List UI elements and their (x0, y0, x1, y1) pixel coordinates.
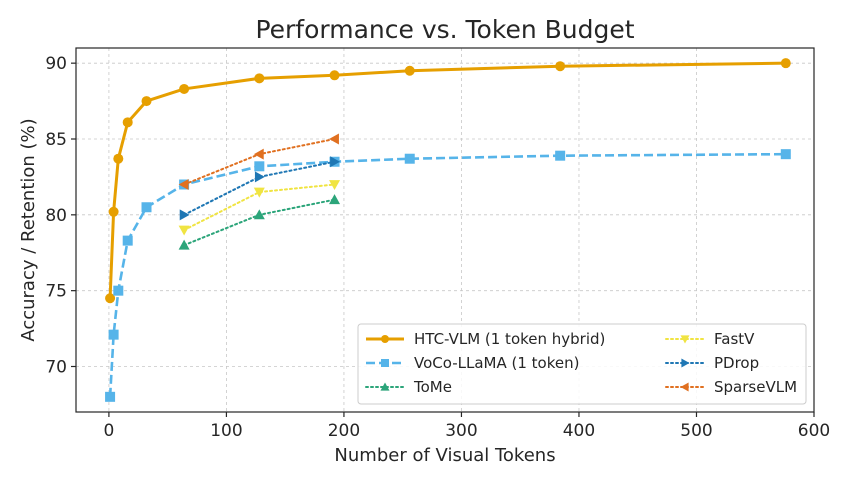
data-point (105, 293, 116, 304)
data-point (555, 61, 566, 72)
x-tick-label: 400 (563, 421, 595, 441)
y-tick-label: 80 (45, 206, 67, 226)
legend-marker (680, 382, 689, 392)
x-axis-label: Number of Visual Tokens (334, 445, 555, 466)
data-point (329, 180, 341, 190)
legend-label: HTC-VLM (1 token hybrid) (414, 330, 605, 348)
tick-layer: 0 100 200 300 400 500 600 70 75 80 85 90 (45, 54, 830, 441)
series-layer (105, 58, 791, 402)
series-line (183, 198, 336, 247)
series-line (108, 61, 786, 299)
x-tick-label: 200 (328, 421, 360, 441)
data-point (329, 194, 341, 205)
legend-item-htc-vlm-1-token-hybrid: HTC-VLM (1 token hybrid) (366, 330, 605, 348)
data-point (141, 96, 152, 107)
legend-label: SparseVLM (714, 378, 797, 396)
data-point (254, 161, 265, 172)
series-sparsevlm (178, 133, 339, 190)
data-point (108, 206, 119, 217)
y-axis-label: Accuracy / Retention (%) (18, 118, 39, 341)
legend-item-sparsevlm: SparseVLM (665, 378, 797, 396)
legend-marker (680, 335, 690, 344)
legend: HTC-VLM (1 token hybrid) VoCo-LLaMA (1 to… (357, 323, 807, 405)
data-point (254, 171, 265, 183)
legend-item-voco-llama-1-token: VoCo-LLaMA (1 token) (366, 354, 579, 372)
data-point (179, 209, 190, 221)
data-point (253, 148, 264, 160)
data-point (122, 117, 133, 128)
data-point (113, 285, 124, 296)
data-point (178, 225, 190, 236)
data-point (141, 202, 152, 213)
x-tick-label: 0 (103, 421, 114, 441)
series-tome (178, 194, 341, 250)
data-point (253, 209, 265, 220)
legend-box (357, 323, 807, 405)
legend-marker (380, 382, 390, 391)
x-tick-label: 600 (798, 421, 830, 441)
data-point (178, 239, 190, 250)
data-point (404, 153, 415, 164)
data-point (780, 58, 791, 69)
legend-marker (681, 358, 690, 368)
legend-label: FastV (714, 330, 755, 348)
data-point (404, 65, 415, 76)
y-tick-label: 85 (45, 130, 67, 150)
data-point (122, 235, 133, 246)
chart-title: Performance vs. Token Budget (255, 15, 634, 44)
legend-item-tome: ToMe (365, 378, 452, 396)
x-tick-label: 300 (445, 421, 477, 441)
series-fastv (178, 180, 341, 236)
legend-label: ToMe (413, 378, 452, 396)
x-tick-label: 100 (210, 421, 242, 441)
legend-marker (381, 335, 389, 343)
data-point (254, 73, 265, 84)
data-point (780, 149, 791, 160)
legend-marker (381, 359, 389, 367)
data-point (179, 83, 190, 94)
y-tick-label: 75 (45, 282, 67, 302)
data-point (330, 156, 341, 168)
data-point (108, 329, 119, 340)
y-tick-label: 90 (45, 54, 67, 74)
y-tick-label: 70 (45, 358, 67, 378)
data-point (113, 153, 124, 164)
legend-item-pdrop: PDrop (665, 354, 759, 372)
legend-label: VoCo-LLaMA (1 token) (414, 354, 579, 372)
data-point (555, 150, 566, 161)
legend-item-fastv: FastV (665, 330, 755, 348)
legend-label: PDrop (714, 354, 759, 372)
data-point (253, 187, 265, 198)
plot-frame (75, 47, 815, 413)
data-point (178, 179, 189, 190)
series-pdrop (179, 156, 341, 221)
series-htc-vlm-1-token-hybrid (105, 58, 791, 304)
data-point (329, 133, 339, 145)
data-point (329, 70, 340, 81)
x-tick-label: 500 (680, 421, 712, 441)
data-point (105, 391, 116, 402)
